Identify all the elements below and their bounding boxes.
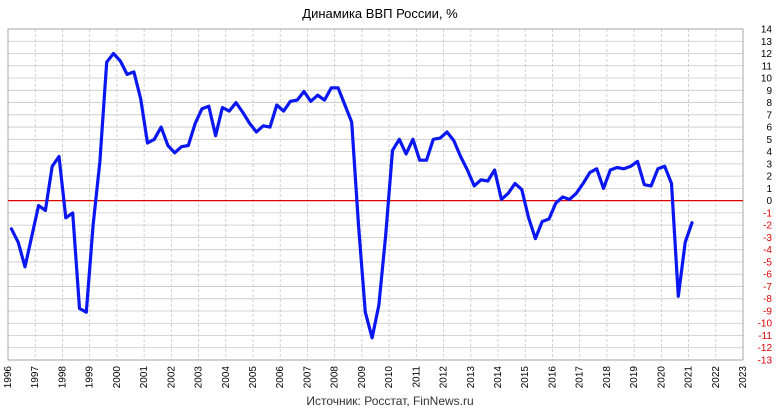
y-tick-label: 8 <box>766 98 772 109</box>
x-tick-label: 2008 <box>330 366 341 389</box>
y-tick-label: -4 <box>763 245 772 256</box>
x-tick-label: 2007 <box>302 366 313 389</box>
y-tick-label: -13 <box>758 356 773 367</box>
y-tick-label: 7 <box>766 110 772 121</box>
x-tick-label: 1997 <box>30 366 41 389</box>
x-tick-label: 2004 <box>221 366 232 389</box>
x-tick-label: 2023 <box>738 366 749 389</box>
y-tick-label: 2 <box>766 172 772 183</box>
y-axis-ticks: 14131211109876543210-1-2-3-4-5-6-7-8-9-1… <box>758 25 773 367</box>
x-tick-label: 2019 <box>629 366 640 389</box>
x-tick-label: 2018 <box>602 366 613 389</box>
y-tick-label: -1 <box>763 208 772 219</box>
grid <box>7 28 744 361</box>
y-tick-label: -11 <box>758 331 772 342</box>
x-tick-label: 2003 <box>194 366 205 389</box>
x-tick-label: 2002 <box>166 366 177 389</box>
y-tick-label: 9 <box>766 86 772 97</box>
x-tick-label: 2015 <box>520 366 531 389</box>
y-tick-label: 6 <box>766 123 772 134</box>
x-tick-label: 2011 <box>411 366 422 388</box>
y-tick-label: 11 <box>762 61 773 72</box>
x-tick-label: 2012 <box>439 366 450 389</box>
y-tick-label: 13 <box>761 37 773 48</box>
y-tick-label: 12 <box>761 49 773 60</box>
y-tick-label: -6 <box>763 270 772 281</box>
source-caption: Источник: Росстат, FinNews.ru <box>306 394 473 408</box>
gdp-series-line <box>9 51 694 340</box>
y-tick-label: 3 <box>766 159 772 170</box>
chart-title: Динамика ВВП России, % <box>302 6 458 21</box>
x-tick-label: 2009 <box>357 366 368 389</box>
y-tick-label: -7 <box>763 282 772 293</box>
x-tick-label: 2006 <box>275 366 286 389</box>
y-tick-label: -2 <box>763 221 772 232</box>
y-tick-label: 4 <box>766 147 772 158</box>
y-tick-label: 10 <box>761 74 773 85</box>
y-tick-label: 14 <box>761 25 773 36</box>
y-tick-label: -3 <box>763 233 772 244</box>
y-tick-label: -8 <box>763 294 772 305</box>
x-tick-label: 2021 <box>684 366 695 389</box>
y-tick-label: -12 <box>758 343 773 354</box>
x-tick-label: 1999 <box>85 366 96 389</box>
y-tick-label: 0 <box>766 196 772 207</box>
y-tick-label: -9 <box>763 306 772 317</box>
x-tick-label: 2000 <box>112 366 123 389</box>
x-tick-label: 2014 <box>493 366 504 389</box>
x-tick-label: 2010 <box>384 366 395 389</box>
x-tick-label: 1996 <box>3 366 14 389</box>
y-tick-label: 5 <box>766 135 772 146</box>
y-tick-label: 1 <box>766 184 772 195</box>
x-tick-label: 2013 <box>466 366 477 389</box>
x-axis-ticks: 1996 1997 1998 1999 2000 2001 2002 2003 2004 2005… <box>3 366 749 389</box>
x-tick-label: 2022 <box>711 366 722 389</box>
y-tick-label: -5 <box>763 257 772 268</box>
x-tick-label: 1998 <box>57 366 68 389</box>
x-tick-label: 2001 <box>139 366 150 389</box>
x-tick-label: 2016 <box>547 366 558 389</box>
y-tick-label: -10 <box>758 319 773 330</box>
x-tick-label: 2017 <box>575 366 586 389</box>
x-tick-label: 2020 <box>656 366 667 389</box>
plot-area-border <box>7 28 744 361</box>
x-tick-label: 2005 <box>248 366 259 389</box>
